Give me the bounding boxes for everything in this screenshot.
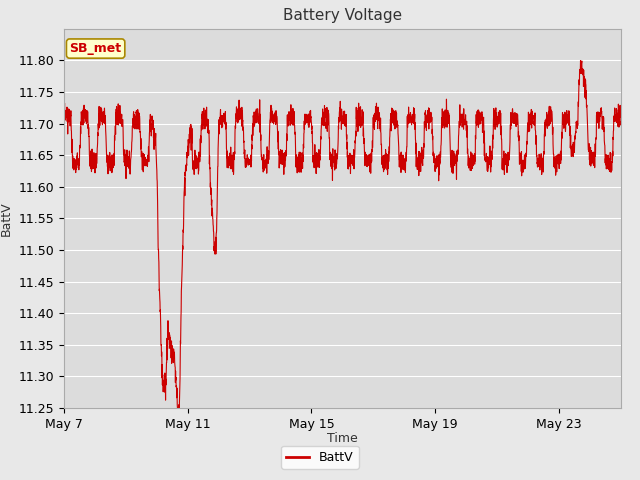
X-axis label: Time: Time xyxy=(327,432,358,445)
Legend: BattV: BattV xyxy=(282,446,358,469)
Title: Battery Voltage: Battery Voltage xyxy=(283,9,402,24)
Y-axis label: BattV: BattV xyxy=(0,201,13,236)
Text: SB_met: SB_met xyxy=(70,42,122,55)
